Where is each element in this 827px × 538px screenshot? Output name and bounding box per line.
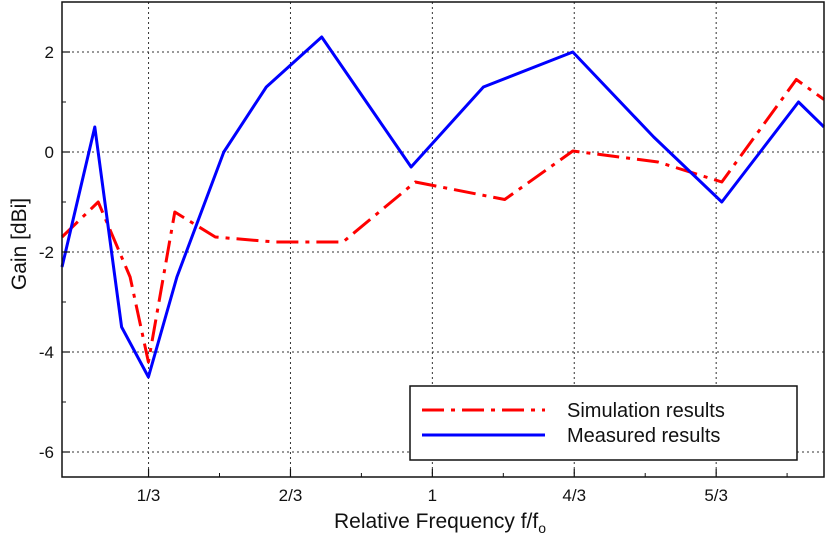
legend: Simulation results Measured results xyxy=(409,385,798,461)
data-point xyxy=(120,326,123,329)
series-line-simulation xyxy=(60,78,825,364)
series-layer xyxy=(60,35,826,379)
data-point xyxy=(97,201,100,204)
y-axis-title: Gain [dBi] xyxy=(8,198,31,290)
data-point xyxy=(147,376,150,379)
y-tick-label: 2 xyxy=(45,43,54,62)
data-point xyxy=(265,86,268,89)
legend-label-simulation: Simulation results xyxy=(567,400,725,422)
data-point xyxy=(482,86,485,89)
data-point xyxy=(503,198,506,201)
x-axis-title: Relative Frequency f/fo xyxy=(334,510,546,536)
plot-frame xyxy=(61,1,825,478)
data-point xyxy=(656,161,659,164)
x-tick-label: 4/3 xyxy=(562,486,586,505)
data-point xyxy=(720,201,723,204)
y-tick-label: -4 xyxy=(39,343,54,362)
data-point xyxy=(414,181,417,184)
data-point xyxy=(222,151,225,154)
x-axis-title-subscript: o xyxy=(538,520,546,536)
data-point xyxy=(652,136,655,139)
x-tick-label: 1 xyxy=(428,486,437,505)
legend-box xyxy=(409,385,798,461)
y-tick-label: -2 xyxy=(39,243,54,262)
data-point xyxy=(93,126,96,129)
y-axis-title-group: Gain [dBi] xyxy=(8,198,31,290)
y-tick-label: 0 xyxy=(45,143,54,162)
data-point xyxy=(320,36,323,39)
x-tick-label: 2/3 xyxy=(279,486,303,505)
legend-label-measured: Measured results xyxy=(567,425,720,447)
data-point xyxy=(571,51,574,54)
data-point xyxy=(795,78,798,81)
data-point xyxy=(129,276,132,279)
data-point xyxy=(147,361,150,364)
data-point xyxy=(341,241,344,244)
data-point xyxy=(214,236,217,239)
data-point xyxy=(720,181,723,184)
data-point xyxy=(173,211,176,214)
series-line-measured xyxy=(60,35,826,379)
y-tick-label: -6 xyxy=(39,443,54,462)
data-point xyxy=(571,150,574,153)
data-point xyxy=(797,101,800,104)
data-point xyxy=(410,166,413,169)
x-tick-label: 5/3 xyxy=(704,486,728,505)
data-point xyxy=(175,276,178,279)
ticks: 1/3 2/3 1 4/3 5/3 2 0 -2 -4 -6 xyxy=(39,43,788,505)
x-axis-title-main: Relative Frequency f/f xyxy=(334,510,538,533)
data-point xyxy=(273,241,276,244)
x-tick-label: 1/3 xyxy=(137,486,161,505)
